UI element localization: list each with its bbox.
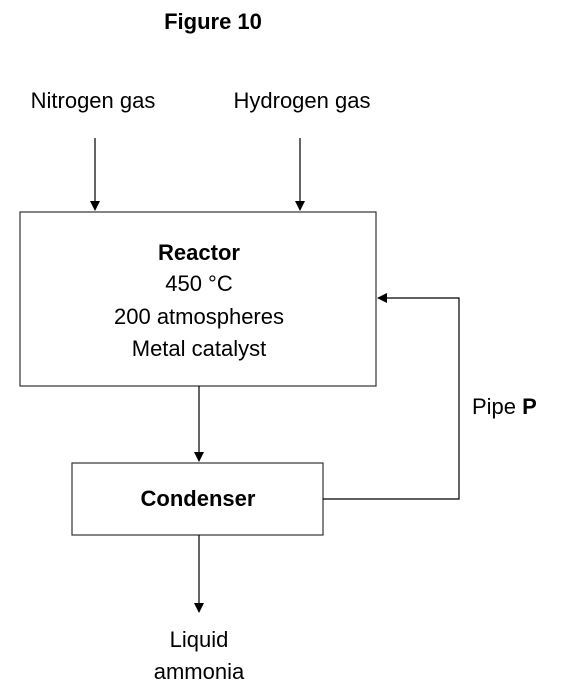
figure-title: Figure 10 — [164, 9, 262, 34]
reactor-condition: 200 atmospheres — [114, 304, 284, 329]
reactor-condition: Metal catalyst — [132, 336, 267, 361]
pipe-text: Pipe — [472, 394, 516, 419]
condenser-box — [71, 462, 324, 536]
pipe-label: Pipe P — [472, 394, 537, 419]
reactor-box — [19, 211, 377, 387]
recycle-pipe — [323, 293, 460, 500]
reactor-label: Reactor — [158, 240, 240, 265]
condenser-label: Condenser — [141, 486, 256, 511]
reactor-condition: 450 °C — [165, 271, 233, 296]
pipe-name: P — [522, 394, 537, 419]
input-label: Nitrogen gas — [31, 88, 156, 113]
output-label: Liquid — [170, 627, 229, 652]
output-label: ammonia — [154, 659, 245, 684]
input-label: Hydrogen gas — [234, 88, 371, 113]
